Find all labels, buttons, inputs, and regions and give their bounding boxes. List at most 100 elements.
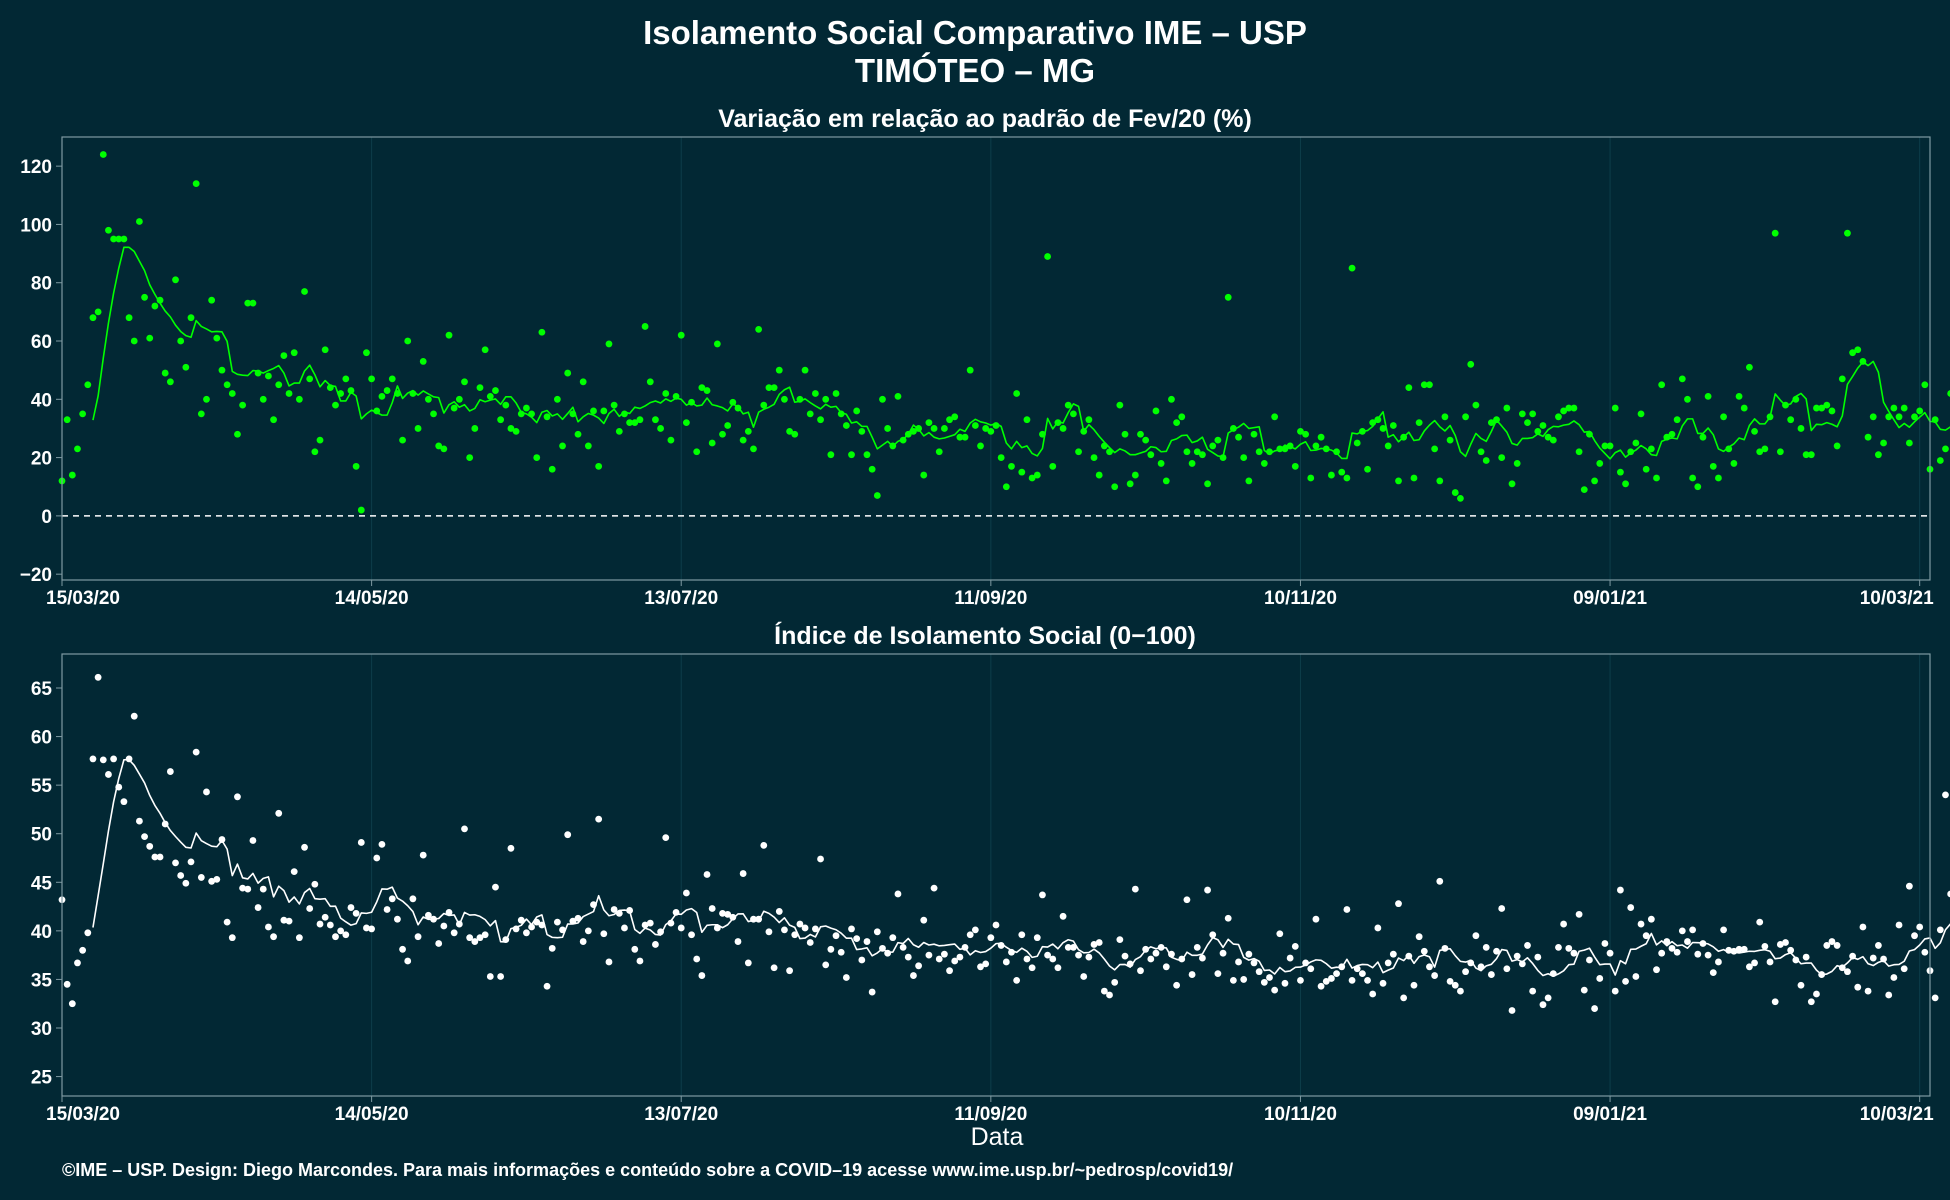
data-point — [1343, 474, 1351, 482]
data-point — [982, 425, 990, 432]
data-point — [1477, 963, 1485, 971]
data-point — [786, 427, 793, 435]
data-point — [600, 407, 608, 415]
data-point — [1947, 890, 1950, 898]
data-point — [1224, 914, 1232, 922]
data-point — [1322, 977, 1330, 985]
data-point — [383, 387, 391, 394]
data-point — [1389, 950, 1397, 958]
data-point — [455, 395, 463, 403]
data-point — [1709, 969, 1717, 977]
data-point — [1384, 442, 1392, 450]
data-point — [848, 451, 855, 459]
data-point — [203, 788, 210, 796]
data-point — [806, 939, 814, 946]
data-point — [63, 416, 71, 424]
data-point — [946, 416, 953, 424]
data-point — [316, 436, 324, 444]
data-point — [1606, 949, 1614, 957]
data-point — [1503, 965, 1511, 973]
data-point — [621, 924, 628, 932]
data-point — [234, 430, 241, 438]
data-point — [1513, 460, 1521, 467]
data-point — [1276, 930, 1284, 938]
data-point — [99, 151, 107, 158]
data-point — [492, 387, 499, 394]
plot-frame — [61, 136, 1931, 581]
data-point — [765, 928, 773, 936]
data-point — [125, 314, 133, 322]
top-chart-title: Variação em relação ao padrão de Fev/20 … — [718, 105, 1252, 133]
data-point — [626, 419, 634, 427]
data-point — [1420, 947, 1428, 955]
data-point — [750, 445, 757, 453]
data-point — [1916, 923, 1924, 931]
data-point — [1358, 970, 1366, 977]
data-point — [1002, 483, 1010, 491]
data-point — [1250, 959, 1258, 967]
data-point — [1070, 410, 1077, 418]
data-point — [197, 874, 205, 881]
data-point — [775, 366, 783, 374]
data-point — [1807, 998, 1815, 1006]
x-tick-label: 10/11/20 — [1264, 588, 1337, 609]
data-point — [136, 817, 143, 825]
data-point — [1730, 460, 1738, 467]
data-point — [1797, 425, 1805, 432]
data-point — [74, 445, 81, 453]
data-point — [868, 465, 876, 473]
data-point — [951, 413, 959, 421]
data-point — [1307, 965, 1315, 973]
data-point — [1214, 970, 1222, 977]
data-point — [146, 842, 154, 850]
data-point — [1389, 422, 1397, 429]
data-point — [1756, 448, 1764, 456]
data-point — [1085, 953, 1093, 961]
data-point — [1059, 425, 1067, 432]
data-point — [502, 936, 510, 943]
y-tick-label: 100 — [20, 215, 52, 236]
data-point — [621, 410, 628, 418]
y-tick-label: 35 — [31, 970, 53, 991]
data-point — [1627, 904, 1635, 911]
data-point — [141, 293, 148, 301]
data-point — [471, 938, 479, 945]
data-point — [1823, 942, 1831, 949]
data-point — [1090, 941, 1098, 948]
data-point — [275, 809, 283, 817]
data-point — [1333, 970, 1340, 977]
data-point — [941, 950, 948, 958]
data-point — [1152, 407, 1160, 415]
data-point — [1570, 949, 1578, 957]
data-point — [1250, 430, 1258, 438]
data-point — [1704, 392, 1712, 400]
data-point — [1018, 468, 1026, 476]
data-point — [1147, 451, 1155, 459]
data-point — [182, 879, 190, 887]
data-point — [1152, 949, 1160, 957]
data-point — [1668, 430, 1676, 438]
data-point — [1441, 944, 1449, 952]
data-point — [564, 369, 572, 377]
data-point — [1498, 454, 1506, 461]
data-point — [1173, 981, 1181, 989]
data-point — [915, 425, 922, 432]
isolation-index-chart: 25 30 35 40 45 50 55 60 65 15/03/20 14/05/20 13/07/… — [31, 653, 1950, 1125]
data-point — [105, 226, 112, 234]
variation-chart: −20 0 20 40 60 80 100 120 15/03/20 14/05/20 13/07/… — [20, 136, 1950, 609]
data-point — [1039, 430, 1046, 438]
data-point — [1137, 967, 1144, 975]
data-point — [1142, 436, 1150, 444]
data-point — [110, 755, 117, 763]
data-point — [1828, 938, 1836, 945]
data-point — [915, 962, 922, 970]
data-point — [1642, 465, 1650, 473]
data-point — [1869, 413, 1877, 421]
data-point — [884, 949, 892, 957]
data-point — [1312, 915, 1320, 923]
data-point — [760, 841, 768, 849]
data-point — [476, 384, 484, 392]
data-point — [120, 235, 128, 243]
data-point — [110, 235, 117, 243]
data-point — [1286, 442, 1294, 450]
